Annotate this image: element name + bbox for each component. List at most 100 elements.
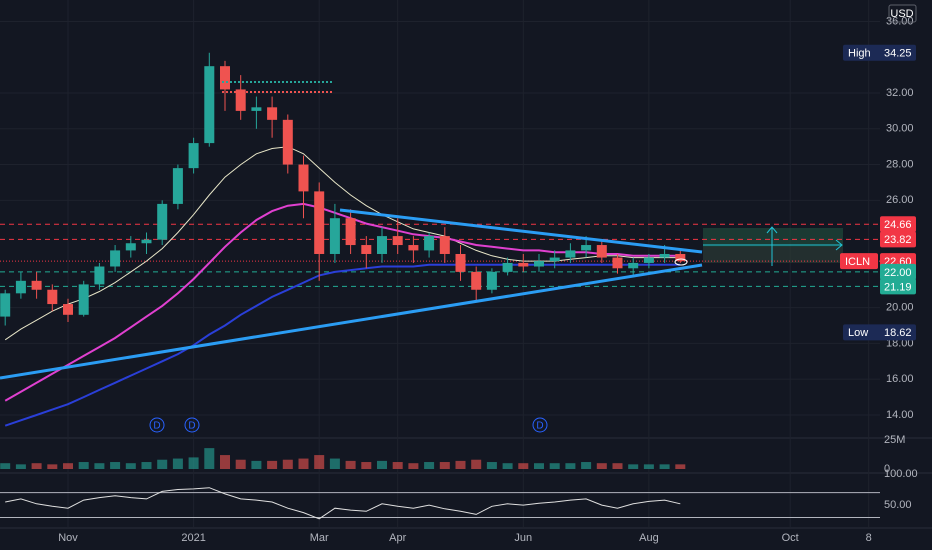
trendline xyxy=(339,208,703,254)
moving-average xyxy=(4,263,681,427)
candle-body xyxy=(31,280,42,290)
volume-bar xyxy=(15,464,26,469)
level-label: 24.66 xyxy=(884,219,912,231)
volume-bar xyxy=(63,463,73,469)
candle-body xyxy=(549,257,560,262)
volume-bar xyxy=(298,458,309,469)
volume-bar xyxy=(329,458,340,469)
candle-body xyxy=(675,253,686,262)
low-value: 18.62 xyxy=(884,327,912,339)
target-zone xyxy=(703,228,843,247)
candle-body xyxy=(471,271,482,290)
volume-bar xyxy=(0,463,11,469)
y-tick-label: 30.00 xyxy=(886,123,914,135)
volume-bar xyxy=(659,464,670,469)
candle-body xyxy=(267,107,278,120)
dividend-marker: D xyxy=(184,417,200,433)
volume-bar xyxy=(392,462,403,469)
currency-badge: USD xyxy=(888,4,917,23)
y-tick-label: 26.00 xyxy=(886,194,914,206)
volume-bar xyxy=(502,463,513,469)
x-tick-label: Nov xyxy=(58,532,78,544)
candle-body xyxy=(486,271,497,290)
candle-body xyxy=(439,236,450,254)
level-badge xyxy=(880,231,916,248)
currency: USD xyxy=(890,8,913,20)
symbol-label: ICLN xyxy=(845,256,870,268)
candle-body xyxy=(345,218,356,246)
volume-tick-label: 0 xyxy=(884,463,890,475)
volume-bar xyxy=(172,458,183,469)
dividend-label: D xyxy=(188,421,195,432)
candle-body xyxy=(628,262,639,269)
candle-body xyxy=(612,257,623,269)
candle-body xyxy=(314,191,325,254)
arrow-head xyxy=(766,226,778,234)
candle-body xyxy=(282,119,293,165)
x-tick-label: Aug xyxy=(639,532,659,544)
candle-body xyxy=(15,280,26,294)
volume-bar xyxy=(424,462,435,469)
low-label: Low xyxy=(848,327,868,339)
level-badge xyxy=(880,278,916,295)
candle-body xyxy=(298,164,309,192)
candle-body xyxy=(157,203,168,240)
rsi-tick-label: 100.00 xyxy=(884,468,918,480)
y-tick-label: 32.00 xyxy=(886,87,914,99)
volume-bar xyxy=(110,462,121,469)
volume-bar xyxy=(675,464,686,469)
volume-bar xyxy=(534,463,544,469)
y-tick-label: 20.00 xyxy=(886,302,914,314)
candle-body xyxy=(125,243,136,251)
level-label: 23.82 xyxy=(884,234,912,246)
candle-body xyxy=(110,250,121,267)
volume-bar xyxy=(565,463,576,469)
volume-bar xyxy=(125,463,136,469)
volume-bar xyxy=(612,463,623,469)
dividend-label: D xyxy=(536,421,543,432)
x-tick-label: Apr xyxy=(389,532,406,544)
volume-bar xyxy=(628,464,639,469)
candle-body xyxy=(172,168,183,204)
y-tick-label: 36.00 xyxy=(886,15,914,27)
x-tick-label: 8 xyxy=(866,532,872,544)
volume-bar xyxy=(596,463,607,469)
level-badge xyxy=(880,216,916,233)
candle-body xyxy=(565,250,576,258)
x-tick-label: 2021 xyxy=(181,532,205,544)
volume-bar xyxy=(235,459,246,469)
volume-bar xyxy=(455,460,466,469)
y-tick-label: 16.00 xyxy=(886,373,914,385)
volume-bar xyxy=(188,457,199,469)
candle-body xyxy=(0,293,11,317)
candle-body xyxy=(455,253,466,272)
volume-bar xyxy=(549,463,560,469)
volume-bar xyxy=(282,459,293,469)
candle-body xyxy=(596,245,607,258)
symbol-badge xyxy=(840,253,878,270)
candle-body xyxy=(141,239,152,244)
volume-bar xyxy=(439,462,450,469)
volume-bar xyxy=(141,462,152,469)
volume-bar xyxy=(408,463,419,469)
rsi-line xyxy=(5,487,681,520)
volume-bar xyxy=(94,463,105,469)
candle-body xyxy=(377,236,387,254)
volume-bar xyxy=(47,464,58,469)
low-badge xyxy=(843,324,916,341)
volume-bar xyxy=(31,463,42,469)
volume-tick-label: 25M xyxy=(884,434,905,446)
x-tick-label: Oct xyxy=(782,532,799,544)
candle-body xyxy=(643,257,654,263)
y-tick-label: 28.00 xyxy=(886,158,914,170)
candle-body xyxy=(220,66,230,90)
candle-body xyxy=(47,289,58,305)
candle-body xyxy=(188,143,199,169)
volume-bar xyxy=(267,460,278,469)
candle-body xyxy=(78,284,89,315)
candle-body xyxy=(361,245,372,254)
trendline xyxy=(0,263,703,380)
high-label: High xyxy=(848,48,871,60)
volume-bar xyxy=(377,460,387,469)
